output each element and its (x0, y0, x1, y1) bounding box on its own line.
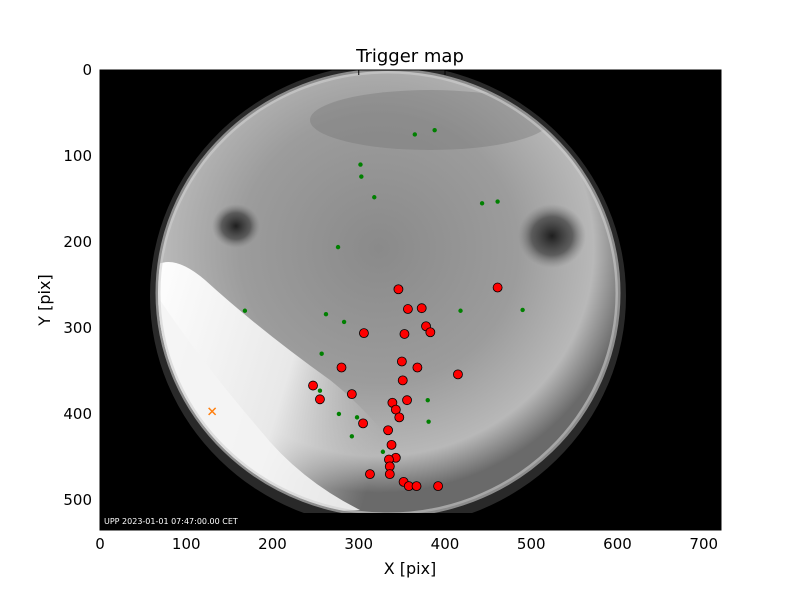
green-point (323, 311, 329, 317)
x-axis-label: X [pix] (384, 559, 437, 578)
orange-x-point (208, 407, 217, 416)
y-tick-label: 300 (63, 319, 92, 337)
red-trigger-point (433, 481, 444, 492)
green-point (412, 132, 418, 137)
y-tick-label: 200 (63, 233, 92, 251)
red-trigger-point (386, 439, 397, 450)
x-tick-label: 700 (689, 535, 718, 553)
y-tick-label: 400 (63, 405, 92, 423)
red-trigger-point (346, 389, 357, 400)
x-tick-label: 400 (431, 535, 460, 553)
y-tick-label: 500 (63, 491, 92, 509)
x-tick-label: 200 (258, 535, 287, 553)
chart-title: Trigger map (355, 46, 464, 67)
x-tick-label: 0 (95, 535, 105, 553)
green-point (479, 201, 485, 206)
y-axis-label: Y [pix] (35, 274, 54, 326)
x-tick-label: 600 (603, 535, 632, 553)
green-point (520, 307, 525, 313)
green-point (349, 434, 355, 439)
scatter-marks (208, 127, 525, 492)
green-point (359, 174, 364, 179)
green-point (432, 127, 437, 133)
image-caption: UPP 2023-01-01 07:47:00.00 CET (104, 517, 238, 526)
x-axis: 0 100 200 300 400 500 600 700 (95, 70, 718, 553)
green-point (380, 449, 386, 454)
red-trigger-point (411, 481, 422, 492)
green-point (425, 397, 430, 403)
x-tick-label: 300 (344, 535, 373, 553)
green-point (242, 308, 248, 313)
red-trigger-point (308, 380, 318, 391)
green-point (358, 162, 363, 167)
red-trigger-point (384, 469, 395, 480)
red-trigger-point (453, 369, 463, 380)
green-point (354, 415, 360, 420)
red-trigger-point (492, 282, 503, 293)
red-trigger-point (358, 418, 368, 429)
y-tick-label: 0 (82, 61, 92, 79)
green-point (335, 244, 341, 250)
red-trigger-point (416, 303, 427, 314)
y-tick-label: 100 (63, 147, 92, 165)
green-point (458, 308, 463, 313)
x-tick-label: 100 (172, 535, 201, 553)
green-point (319, 351, 324, 356)
red-trigger-point (336, 362, 347, 373)
green-point (372, 195, 377, 200)
green-point (336, 411, 342, 417)
green-point (426, 419, 431, 424)
y-axis: 0 100 200 300 400 500 (63, 61, 721, 509)
all-sky-image: UPP 2023-01-01 07:47:00.00 CET (100, 70, 721, 530)
red-trigger-point (403, 304, 413, 314)
red-trigger-point (402, 395, 412, 406)
plot-frame (99, 69, 722, 531)
red-trigger-point (397, 375, 408, 386)
x-tick-label: 500 (517, 535, 546, 553)
red-trigger-point (399, 329, 410, 339)
red-trigger-point (412, 362, 423, 373)
red-trigger-point (425, 327, 436, 338)
green-point (317, 388, 323, 393)
red-trigger-point (383, 425, 393, 436)
red-trigger-point (359, 328, 369, 339)
red-trigger-point (365, 469, 375, 480)
red-trigger-point (393, 284, 404, 295)
red-trigger-point (394, 412, 405, 423)
red-trigger-point (396, 356, 407, 367)
green-point (341, 319, 347, 325)
red-trigger-point (315, 394, 325, 405)
green-point (495, 199, 500, 204)
